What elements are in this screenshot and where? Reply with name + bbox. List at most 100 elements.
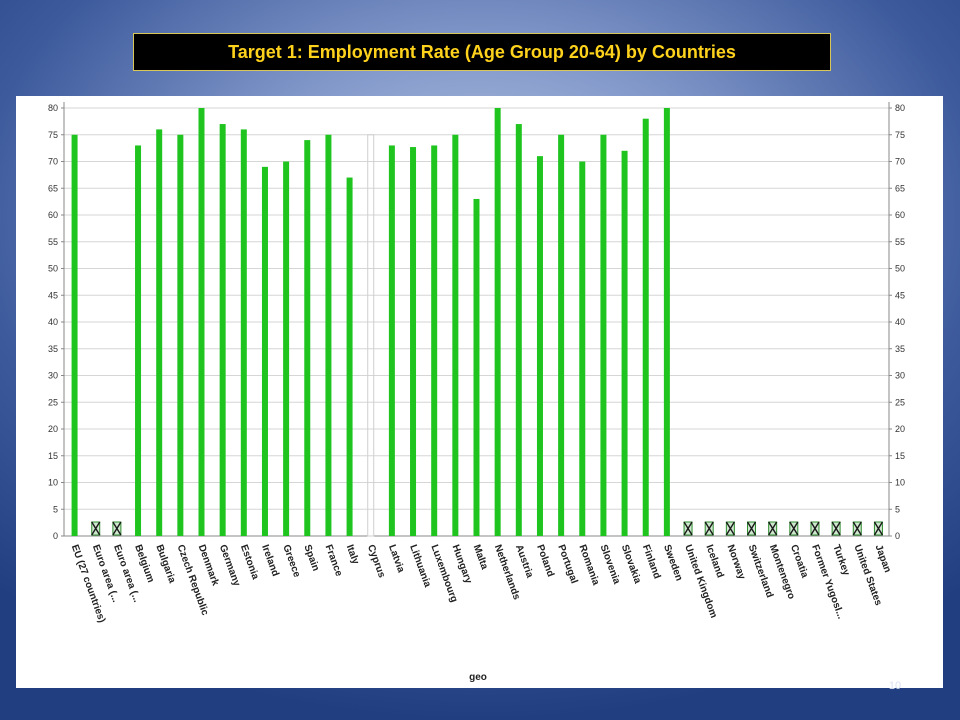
y-tick-label-left: 55 xyxy=(48,237,58,247)
y-tick-label-right: 65 xyxy=(895,183,905,193)
missing-value-marker xyxy=(91,521,101,536)
y-tick-label-right: 75 xyxy=(895,130,905,140)
category-label: Slovakia xyxy=(619,543,643,585)
y-tick-label-right: 35 xyxy=(895,344,905,354)
missing-value-marker xyxy=(112,521,122,536)
category-label: Portugal xyxy=(555,543,579,585)
category-label: Italy xyxy=(344,543,361,566)
y-tick-label-left: 60 xyxy=(48,210,58,220)
bar xyxy=(346,177,353,537)
y-tick-label-left: 35 xyxy=(48,344,58,354)
y-tick-label-left: 45 xyxy=(48,290,58,300)
y-tick-label-left: 75 xyxy=(48,130,58,140)
category-label: Norway xyxy=(725,543,748,581)
y-tick-label-right: 50 xyxy=(895,264,905,274)
category-label: France xyxy=(323,543,345,578)
bar xyxy=(325,134,332,536)
missing-value-marker xyxy=(704,521,714,536)
category-label: Cyprus xyxy=(365,543,387,580)
y-tick-label-left: 5 xyxy=(53,504,58,514)
chart-panel: 0 0 5 5 10 10 15 15 20 20 25 25 30 30 35 35 40 40 45 45 50 50… xyxy=(16,96,943,688)
category-label: Sweden xyxy=(661,543,684,582)
bar xyxy=(621,150,628,537)
bar xyxy=(431,145,438,536)
category-label: Latvia xyxy=(386,543,406,574)
y-tick-label-right: 10 xyxy=(895,478,905,488)
bar xyxy=(536,156,543,536)
bar xyxy=(304,140,311,536)
bar xyxy=(600,134,607,536)
category-label: Malta xyxy=(471,543,490,571)
missing-value-marker xyxy=(852,521,862,536)
y-tick-label-right: 70 xyxy=(895,157,905,167)
bar xyxy=(515,124,522,537)
category-label: Spain xyxy=(301,543,321,572)
y-tick-label-left: 65 xyxy=(48,183,58,193)
y-tick-label-right: 20 xyxy=(895,424,905,434)
bar xyxy=(388,145,395,536)
y-tick-label-left: 10 xyxy=(48,478,58,488)
bar xyxy=(642,118,649,536)
y-tick-label-left: 80 xyxy=(48,103,58,113)
category-label: Iceland xyxy=(703,543,725,579)
y-tick-label-right: 30 xyxy=(895,371,905,381)
y-tick-label-left: 20 xyxy=(48,424,58,434)
category-label: Hungary xyxy=(450,543,474,585)
bar xyxy=(410,147,417,536)
missing-value-marker xyxy=(810,521,820,536)
y-tick-label-right: 25 xyxy=(895,397,905,407)
bars xyxy=(71,108,884,537)
bar xyxy=(261,166,268,536)
missing-value-marker xyxy=(725,521,735,536)
y-tick-label-left: 0 xyxy=(53,531,58,541)
category-label: Japan xyxy=(873,543,893,574)
bar xyxy=(135,145,142,536)
chart-title: Target 1: Employment Rate (Age Group 20-… xyxy=(133,33,831,71)
bar xyxy=(219,124,226,537)
category-label: Lithuania xyxy=(407,543,433,589)
category-label: Estonia xyxy=(238,543,261,581)
category-label: Bulgaria xyxy=(153,543,177,585)
bar xyxy=(579,161,586,536)
category-label: Austria xyxy=(513,543,535,580)
y-tick-label-right: 60 xyxy=(895,210,905,220)
bar xyxy=(240,129,247,536)
bar xyxy=(452,134,459,536)
missing-value-marker xyxy=(746,521,757,536)
bar xyxy=(473,198,480,536)
y-tick-label-right: 5 xyxy=(895,504,900,514)
missing-value-marker xyxy=(873,521,884,536)
bar xyxy=(283,161,290,536)
missing-value-marker xyxy=(768,521,778,536)
bar xyxy=(494,108,501,536)
y-tick-label-left: 50 xyxy=(48,264,58,274)
category-labels: EU (27 countries)Euro area (...Euro area… xyxy=(69,543,893,624)
y-tick-label-left: 25 xyxy=(48,397,58,407)
category-label: Finland xyxy=(640,543,662,580)
missing-value-marker xyxy=(789,521,799,536)
y-tick-label-right: 45 xyxy=(895,290,905,300)
bar-outline xyxy=(367,134,375,537)
missing-value-marker xyxy=(683,521,693,536)
y-tick-label-right: 80 xyxy=(895,103,905,113)
category-label: Greece xyxy=(280,543,302,579)
bar xyxy=(156,129,163,536)
y-tick-label-right: 15 xyxy=(895,451,905,461)
bar xyxy=(558,134,565,536)
y-tick-label-left: 40 xyxy=(48,317,58,327)
bar xyxy=(198,108,205,536)
category-label: Belgium xyxy=(132,543,156,584)
y-tick-label-left: 70 xyxy=(48,157,58,167)
y-tick-label-left: 15 xyxy=(48,451,58,461)
category-label: Slovenia xyxy=(598,543,623,586)
missing-value-marker xyxy=(831,521,841,536)
slide-number: 10 xyxy=(888,680,902,692)
category-label: Turkey xyxy=(830,543,851,577)
bar xyxy=(71,134,78,536)
y-tick-label-left: 30 xyxy=(48,371,58,381)
category-label: Ireland xyxy=(259,543,281,578)
y-tick-label-right: 0 xyxy=(895,531,900,541)
category-label: Poland xyxy=(534,543,556,578)
category-label: Croatia xyxy=(788,543,810,580)
